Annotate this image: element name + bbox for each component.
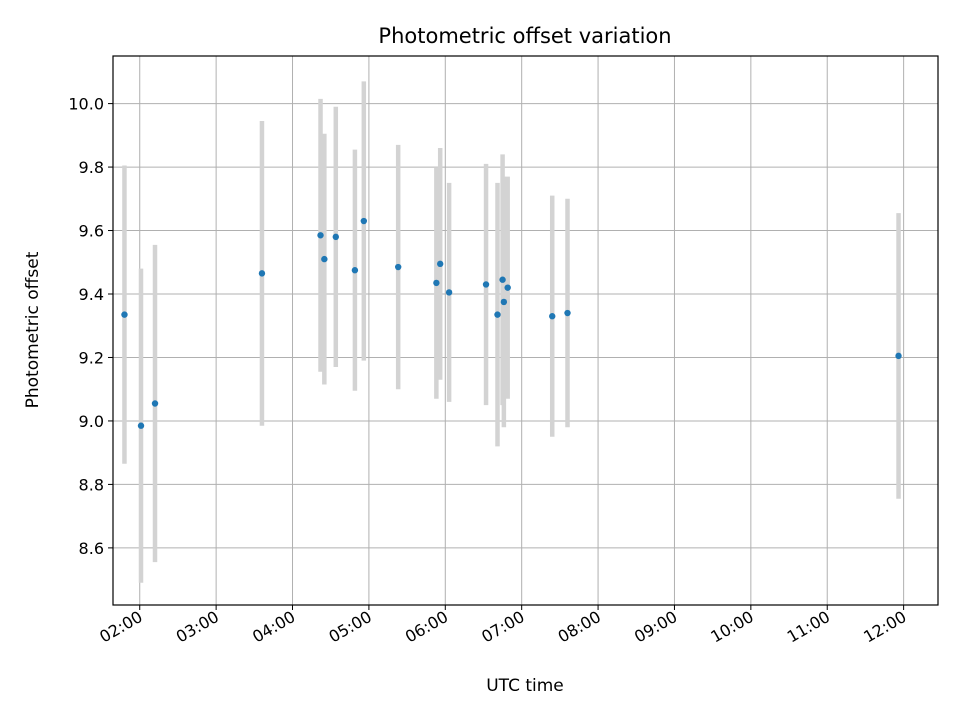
data-point [394,263,402,271]
y-axis: 8.6 8.8 9.0 9.2 9.4 9.6 9.8 10.0 [68,95,113,558]
grid [113,56,938,605]
data-point [436,260,444,268]
data-point [482,281,490,288]
data-point [499,276,506,283]
data-point [445,289,453,296]
chart-title: Photometric offset variation [378,24,671,48]
y-tick-label: 9.6 [79,222,104,241]
data-point [494,311,501,318]
data-point [433,279,440,287]
y-axis-title: Photometric offset [23,251,43,408]
data-point [895,352,902,360]
data-point [504,284,511,291]
y-tick-label: 9.4 [79,285,104,304]
data-point [564,309,571,317]
data-point [549,313,556,320]
y-tick-label: 9.8 [79,158,104,177]
data-point [321,255,328,263]
y-tick-label: 9.2 [79,348,104,367]
plot-frame [112,55,939,606]
y-tick-label: 10.0 [68,95,104,114]
data-point [137,422,145,429]
data-points [121,217,902,429]
data-point [332,233,340,241]
x-axis-title: UTC time [486,676,564,696]
data-point [500,298,508,306]
data-point [151,400,159,407]
y-tick-label: 9.0 [79,412,104,431]
y-tick-label: 8.6 [79,539,104,558]
data-point [360,217,368,225]
data-point [258,270,266,277]
data-point [121,311,128,318]
data-point [317,232,324,239]
data-point [351,267,359,274]
y-tick-label: 8.8 [79,475,104,494]
